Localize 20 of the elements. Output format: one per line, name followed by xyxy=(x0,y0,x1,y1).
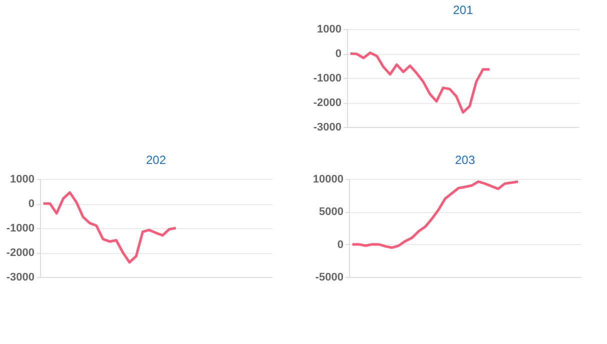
y-tick-label: 1000 xyxy=(317,24,342,36)
chart-title: 203 xyxy=(454,153,476,167)
chart-title: 201 xyxy=(452,3,474,17)
y-tick-label: 1000 xyxy=(10,174,34,186)
y-tick-label: 0 xyxy=(335,48,342,60)
y-tick-label: -2000 xyxy=(6,247,34,259)
y-tick-label: 10000 xyxy=(312,174,344,186)
y-tick-label: 0 xyxy=(337,238,344,251)
line-series xyxy=(349,52,491,114)
y-tick-label: -5000 xyxy=(315,272,344,284)
y-tick-label: -1000 xyxy=(313,72,342,84)
y-tick-label: 0 xyxy=(28,198,34,210)
y-tick-label: 5000 xyxy=(319,206,344,218)
line-series xyxy=(351,180,520,249)
y-tick-label: -3000 xyxy=(313,122,342,134)
line-series xyxy=(42,191,178,264)
chart-title: 202 xyxy=(146,153,166,167)
y-tick-label: -3000 xyxy=(6,272,34,284)
y-tick-label: -1000 xyxy=(6,222,34,234)
y-tick-label: -2000 xyxy=(313,97,342,109)
